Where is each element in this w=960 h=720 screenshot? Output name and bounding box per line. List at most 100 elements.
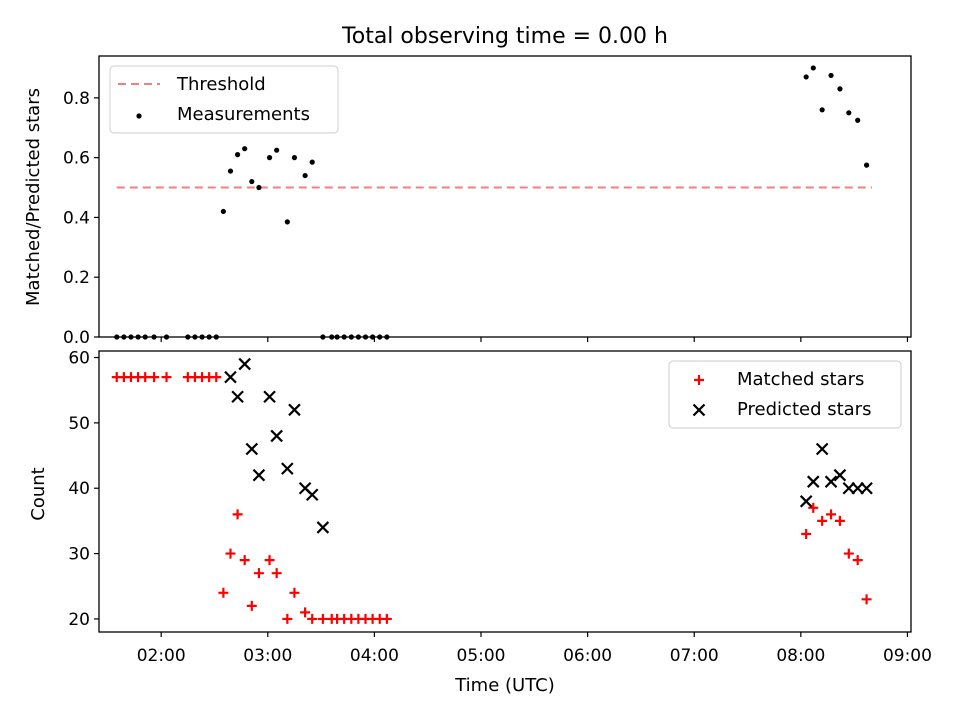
x-tick-label: 05:00	[457, 646, 506, 666]
measurement-point	[302, 172, 308, 179]
matched-star-point	[239, 555, 250, 566]
matched-star-point	[211, 372, 222, 383]
top-axis-ticks: 0.0 0.2 0.4 0.6 0.8	[63, 89, 909, 348]
top-plot-frame	[98, 55, 912, 338]
bottom-y-tick-label: 60	[68, 349, 90, 369]
x-tick-label: 09:00	[883, 646, 932, 666]
x-tick-label: 07:00	[670, 646, 719, 666]
x-axis-label: Time (UTC)	[454, 675, 555, 696]
bottom-panel: 02:00 03:00 04:00 05:00 06:00 07:00 08:00 09:00…	[28, 349, 932, 696]
matched-star-point	[307, 613, 318, 624]
x-tick-label: 04:00	[350, 646, 399, 666]
matched-star-point	[808, 502, 819, 513]
predicted-star-point	[238, 357, 251, 371]
legend-predicted-marker	[692, 403, 706, 417]
predicted-star-point	[263, 390, 276, 404]
legend-predicted-label: Predicted stars	[737, 399, 871, 420]
matched-star-point	[826, 509, 837, 520]
matched-star-point	[149, 372, 160, 383]
bottom-y-tick-label: 50	[68, 414, 90, 434]
measurement-point	[266, 155, 273, 161]
measurement-point	[284, 219, 290, 225]
predicted-star-point	[806, 475, 820, 488]
predicted-stars-points	[224, 357, 873, 534]
top-legend: Threshold Measurements	[109, 65, 339, 134]
matched-star-point	[843, 548, 854, 559]
predicted-star-point	[231, 390, 244, 404]
matched-star-point	[218, 587, 229, 598]
legend-predicted-swatch	[692, 403, 706, 417]
top-y-tick-label: 0.0	[63, 328, 90, 348]
legend-threshold-label: Threshold	[176, 74, 266, 95]
bottom-y-tick-label: 40	[68, 479, 90, 499]
x-tick-label: 03:00	[243, 646, 292, 666]
legend-measurements-label: Measurements	[177, 104, 310, 125]
matched-star-point	[861, 594, 872, 605]
measurement-point	[810, 65, 816, 71]
measurement-point	[249, 178, 255, 185]
top-y-tick-label: 0.2	[63, 268, 90, 288]
bottom-y-tick-label: 30	[68, 545, 90, 565]
measurement-point	[274, 147, 280, 153]
predicted-star-point	[270, 429, 283, 443]
legend-matched-label: Matched stars	[737, 369, 864, 390]
top-y-axis-label: Matched/Predicted stars	[23, 88, 44, 306]
legend-measurements-swatch	[136, 113, 142, 119]
measurement-point	[291, 155, 298, 161]
bottom-legend-box	[668, 360, 902, 429]
predicted-star-point	[224, 370, 237, 384]
predicted-star-point	[245, 442, 259, 456]
legend-matched-marker	[694, 375, 704, 385]
bottom-y-tick-label: 20	[68, 610, 90, 630]
chart-title: Total observing time = 0.00 h	[341, 24, 668, 49]
measurement-point	[846, 110, 852, 116]
matched-star-point	[246, 600, 257, 611]
measurement-point	[309, 159, 315, 165]
top-panel: 0.00.20.40.60.8 Matched/Predicted stars …	[23, 55, 912, 348]
bottom-y-axis-label: Count	[28, 467, 49, 520]
top-y-tick-label: 0.4	[63, 208, 90, 228]
matched-star-point	[264, 555, 275, 566]
matched-star-point	[381, 613, 392, 624]
top-y-tick-label: 0.8	[63, 89, 90, 109]
predicted-star-point	[833, 468, 847, 482]
predicted-star-point	[281, 462, 294, 475]
matched-star-point	[225, 548, 236, 559]
predicted-star-point	[305, 488, 319, 502]
predicted-star-point	[288, 403, 301, 417]
matched-star-point	[852, 555, 863, 566]
predicted-star-point	[252, 468, 266, 482]
measurement-point	[819, 107, 825, 113]
matched-star-point	[271, 568, 282, 579]
measurement-point	[234, 152, 241, 158]
legend-matched-swatch	[694, 375, 704, 385]
matched-star-point	[253, 568, 264, 579]
bottom-plot-frame	[98, 350, 912, 633]
measurement-point	[256, 184, 262, 191]
measurement-point	[227, 168, 234, 174]
measurement-point	[837, 86, 843, 92]
matched-stars-points	[111, 372, 872, 624]
measurement-point	[828, 72, 834, 79]
matched-star-point	[801, 528, 812, 539]
predicted-star-point	[799, 495, 813, 508]
predicted-star-point	[815, 442, 829, 456]
matched-star-point	[232, 509, 243, 520]
measurement-point	[242, 146, 248, 152]
x-tick-label: 06:00	[563, 646, 612, 666]
top-y-tick-label: 0.6	[63, 149, 90, 169]
bottom-axis-ticks: 02:00 03:00 04:00 05:00 06:00 07:00 08:00 09:00…	[68, 349, 932, 666]
matched-star-point	[161, 372, 172, 383]
measurement-point	[803, 74, 809, 80]
measurement-point	[863, 162, 870, 168]
matched-star-point	[289, 587, 300, 598]
top-legend-box	[109, 65, 339, 134]
matched-star-point	[282, 613, 293, 624]
matched-star-point	[300, 607, 311, 618]
matched-star-point	[834, 515, 845, 526]
matched-star-point	[317, 613, 328, 624]
measurement-point	[220, 208, 226, 215]
x-tick-label: 08:00	[776, 646, 825, 666]
predicted-star-point	[860, 481, 873, 495]
